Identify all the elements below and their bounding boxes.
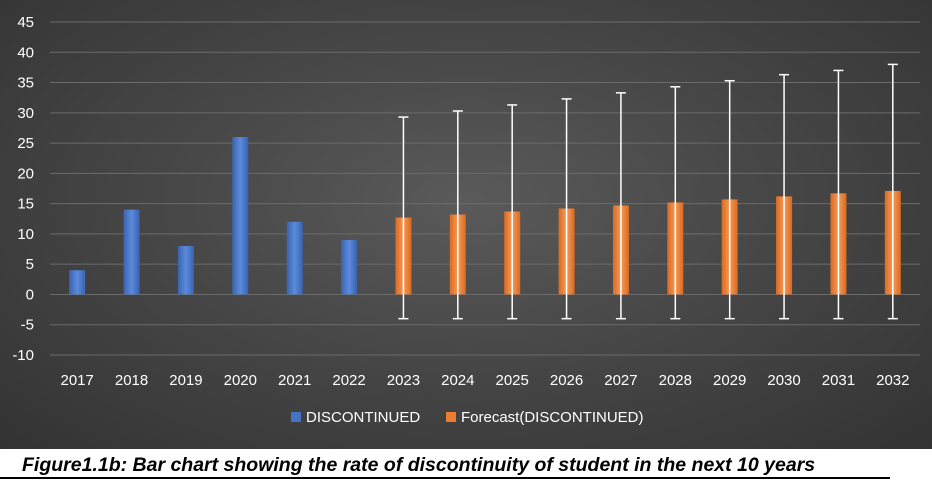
legend-swatch-discontinued bbox=[291, 412, 301, 422]
x-tick-label: 2026 bbox=[550, 372, 583, 389]
x-tick-label: 2019 bbox=[169, 372, 202, 389]
x-tick-label: 2032 bbox=[876, 372, 909, 389]
y-tick-label: -5 bbox=[21, 317, 34, 334]
bar-discontinued bbox=[69, 270, 86, 295]
x-tick-label: 2023 bbox=[387, 372, 420, 389]
bar-discontinued bbox=[286, 221, 303, 295]
caption-underline bbox=[0, 477, 890, 479]
x-tick-label: 2021 bbox=[278, 372, 311, 389]
bar-chart: 45 40 35 30 25 20 15 10 5 0 -5 -10 2017 2018 2019 2020 2… bbox=[12, 14, 920, 426]
bar-discontinued bbox=[123, 209, 140, 295]
x-tick-label: 2031 bbox=[822, 372, 855, 389]
x-tick-label: 2025 bbox=[496, 372, 529, 389]
y-tick-label: 0 bbox=[26, 286, 34, 303]
y-tick-label: -10 bbox=[12, 347, 34, 364]
y-tick-label: 15 bbox=[17, 196, 34, 213]
x-tick-label: 2028 bbox=[659, 372, 692, 389]
y-tick-label: 30 bbox=[17, 105, 34, 122]
legend-label-forecast: Forecast(DISCONTINUED) bbox=[461, 409, 644, 426]
y-tick-label: 45 bbox=[17, 14, 34, 31]
legend-label-discontinued: DISCONTINUED bbox=[306, 409, 420, 426]
y-tick-label: 20 bbox=[17, 165, 34, 182]
bar-discontinued bbox=[232, 137, 249, 295]
x-tick-label: 2022 bbox=[332, 372, 365, 389]
x-tick-label: 2027 bbox=[604, 372, 637, 389]
x-tick-label: 2029 bbox=[713, 372, 746, 389]
x-tick-label: 2024 bbox=[441, 372, 474, 389]
y-tick-label: 10 bbox=[17, 226, 34, 243]
x-tick-label: 2018 bbox=[115, 372, 148, 389]
y-tick-label: 35 bbox=[17, 75, 34, 92]
legend-swatch-forecast bbox=[446, 412, 456, 422]
figure-caption: Figure1.1b: Bar chart showing the rate o… bbox=[22, 454, 816, 476]
bar-discontinued bbox=[341, 239, 358, 295]
y-tick-label: 40 bbox=[17, 44, 34, 61]
x-tick-label: 2017 bbox=[61, 372, 94, 389]
x-tick-label: 2020 bbox=[224, 372, 257, 389]
chart-panel: 45 40 35 30 25 20 15 10 5 0 -5 -10 2017 2018 2019 2020 2… bbox=[0, 0, 932, 449]
y-tick-label: 5 bbox=[26, 256, 34, 273]
y-tick-label: 25 bbox=[17, 135, 34, 152]
bar-discontinued bbox=[177, 246, 194, 295]
x-tick-label: 2030 bbox=[767, 372, 800, 389]
